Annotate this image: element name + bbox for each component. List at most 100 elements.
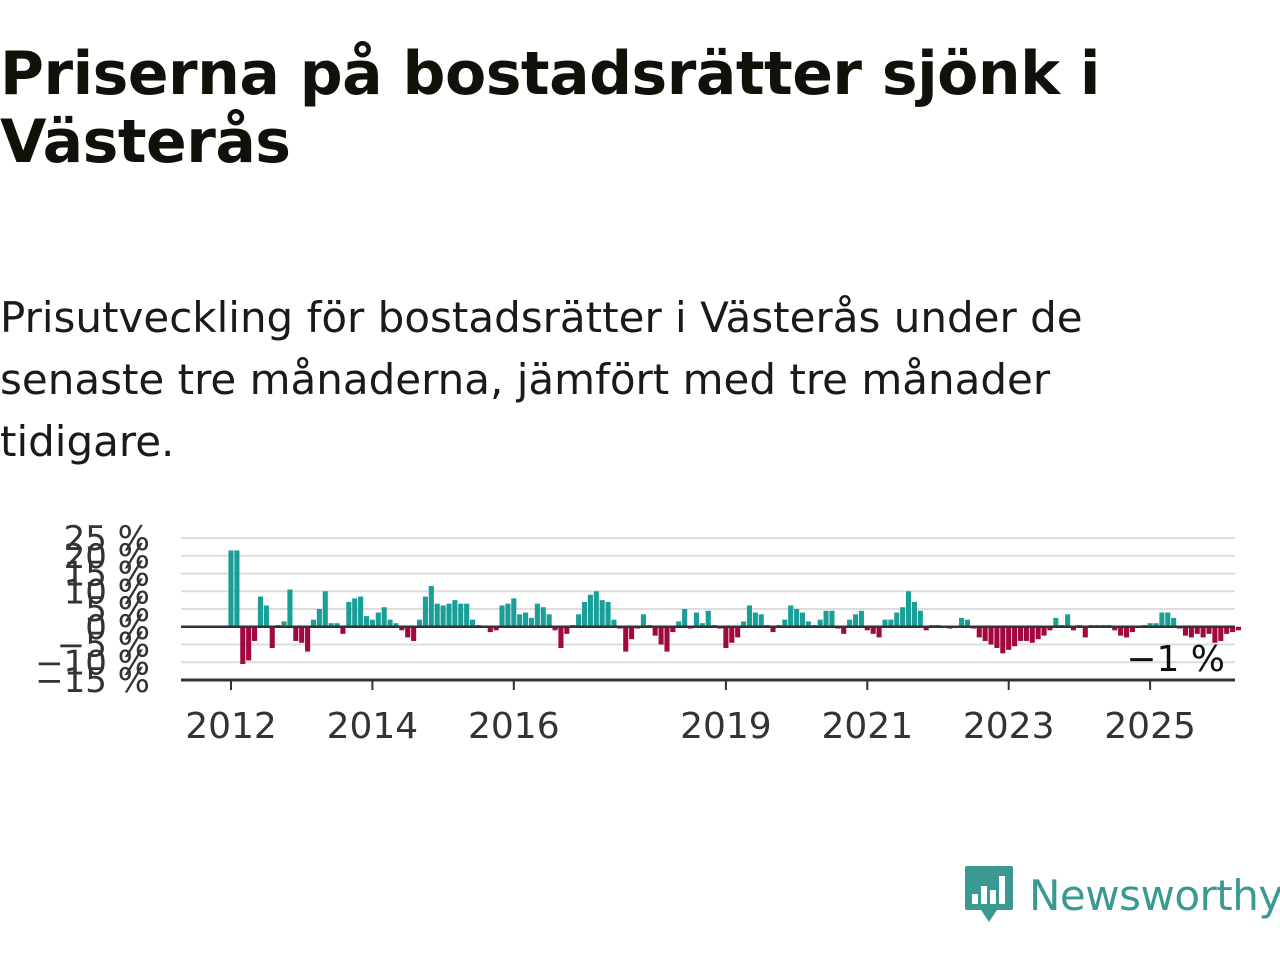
bar	[788, 605, 794, 627]
bar	[1165, 612, 1171, 627]
y-tick-label: −5 %	[57, 626, 150, 666]
bar	[428, 585, 434, 627]
bar	[640, 614, 646, 627]
bar	[1053, 617, 1059, 627]
bar	[1230, 626, 1236, 633]
bar	[363, 616, 370, 627]
bar	[316, 609, 322, 627]
x-tick-label: 2023	[963, 706, 1055, 747]
bar	[988, 626, 994, 645]
bar	[629, 626, 635, 640]
bar	[1147, 623, 1153, 627]
y-axis-tick-labels: 25 %20 %15 %10 %5 %0 %−5 %−10 %−15 %	[35, 520, 150, 701]
chart-subtitle: Prisutveckling för bostadsrätter i Väste…	[0, 293, 1083, 466]
x-tick-label: 2012	[185, 706, 277, 747]
bar	[959, 617, 965, 627]
bar	[1212, 626, 1218, 643]
bar	[1224, 626, 1230, 634]
bar	[328, 623, 334, 627]
bar	[499, 605, 505, 627]
bar	[1118, 626, 1124, 636]
bar	[1112, 626, 1118, 631]
bar	[587, 594, 593, 627]
bar	[257, 596, 263, 627]
bar	[870, 626, 876, 634]
y-tick-label: 5 %	[85, 590, 150, 630]
bar	[393, 623, 399, 627]
bar	[1188, 626, 1194, 638]
bar	[664, 626, 670, 652]
bar	[552, 626, 558, 631]
bar	[799, 612, 806, 627]
y-tick-label: 25 %	[64, 520, 150, 559]
bar	[487, 626, 493, 633]
bar	[452, 600, 458, 627]
bar	[381, 607, 387, 627]
bar	[1035, 626, 1041, 640]
bar	[605, 601, 611, 627]
bar	[540, 607, 546, 627]
bar	[411, 626, 417, 641]
x-tick-label: 2014	[327, 706, 419, 747]
bar	[1029, 626, 1035, 643]
bar	[1235, 626, 1242, 631]
bar	[593, 591, 599, 627]
bar	[699, 623, 705, 627]
bar	[358, 596, 364, 627]
bar	[693, 612, 699, 627]
bar	[340, 626, 346, 634]
bar	[900, 607, 906, 627]
bar	[1171, 617, 1177, 627]
bar	[246, 626, 252, 661]
bar	[888, 619, 894, 627]
bar	[1153, 623, 1159, 627]
bar	[852, 614, 859, 627]
bar	[352, 598, 358, 627]
bar	[240, 626, 246, 665]
bar	[1070, 626, 1077, 631]
bar	[546, 614, 552, 627]
bar	[252, 626, 258, 641]
bar	[611, 619, 617, 627]
bar	[581, 601, 588, 627]
bar	[823, 610, 829, 627]
x-tick-label: 2021	[821, 706, 913, 747]
bar	[1218, 626, 1224, 641]
bar	[1194, 626, 1200, 634]
bar	[1159, 612, 1165, 627]
bar	[269, 626, 275, 649]
bar	[281, 621, 287, 627]
bar	[558, 626, 564, 649]
bar	[422, 596, 428, 627]
bar	[847, 619, 853, 627]
y-tick-label: 10 %	[64, 572, 150, 612]
bar	[599, 600, 605, 627]
bar	[705, 610, 711, 627]
bar	[1006, 626, 1012, 650]
y-tick-label: 20 %	[64, 537, 150, 577]
bar	[923, 626, 929, 631]
bar	[1129, 626, 1135, 633]
x-tick-label: 2019	[680, 706, 772, 747]
bar	[517, 614, 523, 627]
bar	[982, 626, 988, 641]
bar	[964, 619, 970, 627]
bar	[416, 619, 423, 627]
bar	[505, 603, 511, 627]
bar	[746, 605, 753, 627]
bar	[299, 626, 305, 643]
bar	[446, 603, 452, 627]
bar	[458, 603, 464, 627]
bar	[1012, 626, 1018, 647]
bar	[405, 626, 411, 638]
bar	[729, 626, 735, 643]
bar	[287, 589, 293, 627]
bar	[399, 626, 405, 631]
bar	[723, 626, 729, 649]
bar	[1047, 626, 1053, 631]
bar	[523, 612, 529, 627]
bar	[1041, 626, 1047, 636]
bar	[770, 626, 776, 633]
bar	[375, 612, 381, 627]
bar	[1206, 626, 1212, 634]
